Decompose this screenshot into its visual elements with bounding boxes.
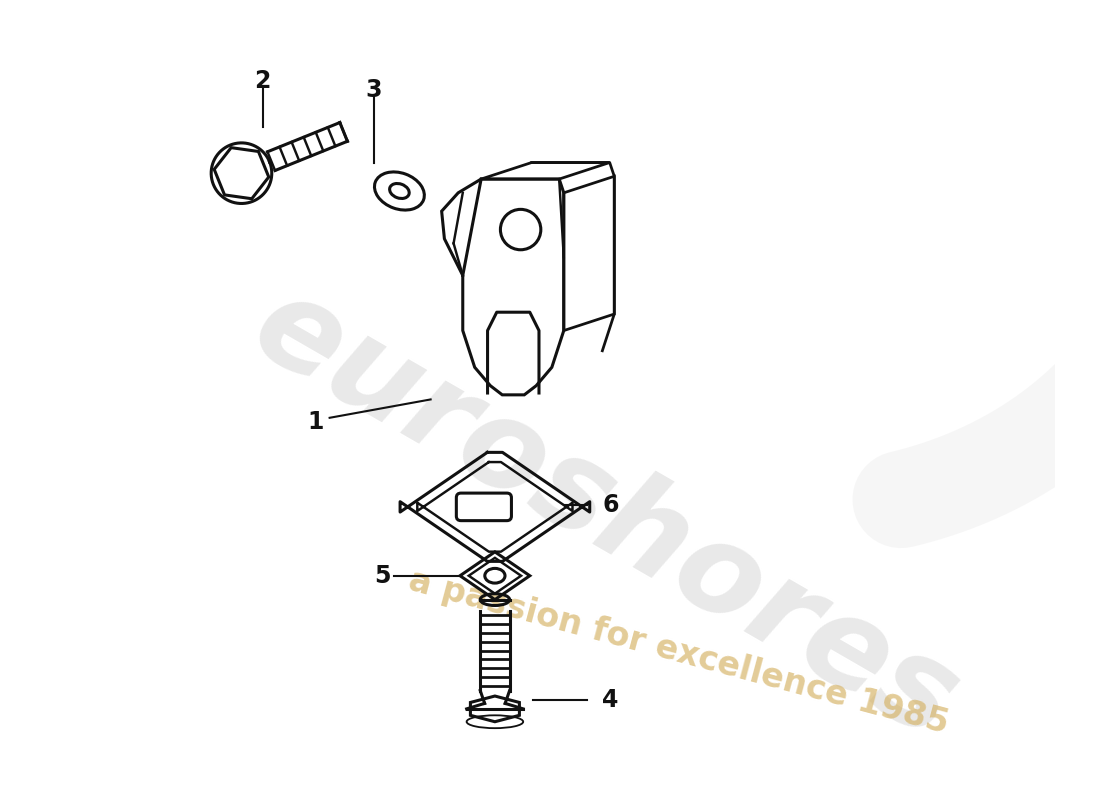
Text: 3: 3 <box>365 78 382 102</box>
Text: euroshores: euroshores <box>232 264 978 765</box>
Text: 1: 1 <box>308 410 324 434</box>
Text: 6: 6 <box>603 493 619 517</box>
Text: 4: 4 <box>603 688 618 712</box>
Text: 2: 2 <box>254 69 271 93</box>
Text: a passion for excellence 1985: a passion for excellence 1985 <box>405 564 953 740</box>
Text: 5: 5 <box>374 564 390 588</box>
